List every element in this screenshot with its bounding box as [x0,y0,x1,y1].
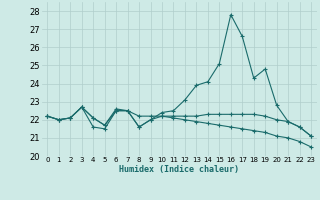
X-axis label: Humidex (Indice chaleur): Humidex (Indice chaleur) [119,165,239,174]
